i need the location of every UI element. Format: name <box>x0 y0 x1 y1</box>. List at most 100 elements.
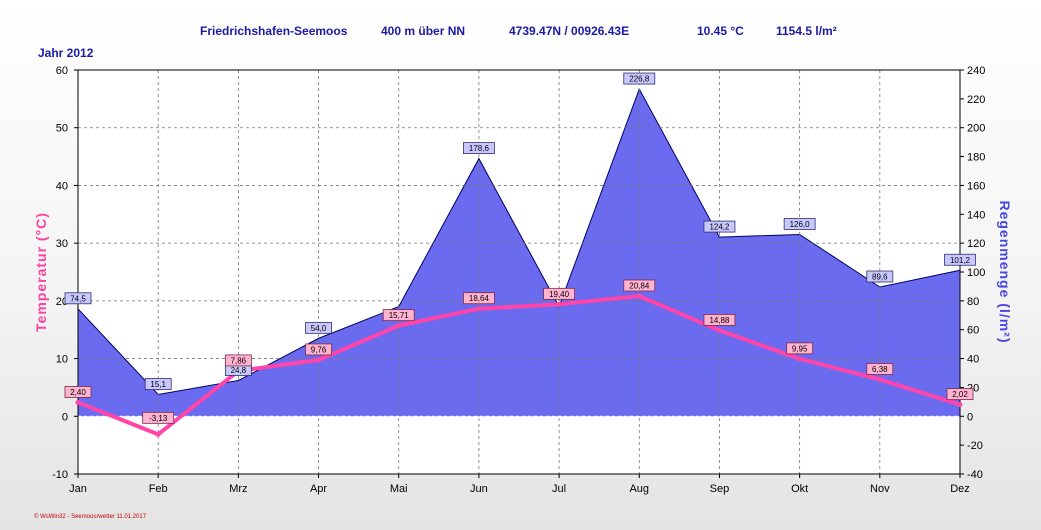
rain-data-label: 226,8 <box>629 75 650 84</box>
temperature-data-label: 15,71 <box>389 311 410 320</box>
rain-data-label: 89,6 <box>872 273 888 282</box>
temperature-data-label-box <box>305 343 332 356</box>
x-tick-label: Okt <box>791 483 808 495</box>
temperature-data-label: 19,40 <box>549 290 570 299</box>
temperature-data-label-box <box>786 342 814 355</box>
rain-data-label-box <box>64 292 92 305</box>
rain-data-label-box <box>703 220 736 233</box>
temperature-point <box>396 323 402 329</box>
rain-data-label-box <box>783 218 816 230</box>
temperature-data-label: 7,86 <box>231 356 247 365</box>
temperature-data-label: 14,88 <box>709 316 730 325</box>
y-right-tick-label: 40 <box>967 354 979 366</box>
station-coords: 4739.47N / 00926.43E <box>509 24 630 38</box>
rain-data-label: 15,1 <box>150 380 166 389</box>
station-altitude: 400 m über NN <box>381 24 466 38</box>
temperature-data-label-box <box>463 292 495 305</box>
temperature-point <box>476 306 482 312</box>
temperature-data-label-box <box>946 388 974 401</box>
temperature-data-label-box <box>142 411 175 424</box>
temperature-data-label: -3,13 <box>149 414 168 423</box>
y-left-tick-label: -10 <box>52 469 68 481</box>
rain-data-label: 126,0 <box>790 220 811 229</box>
x-tick-label: Jul <box>552 483 566 495</box>
footer-credit: © WsWin32 - Seemoosrwetter 11.01.2017 <box>34 514 147 520</box>
rain-data-label: 54,0 <box>311 324 327 333</box>
rain-area <box>78 89 960 417</box>
y-left-axis-title: Temperatur (°C) <box>33 212 49 332</box>
rain-data-label: 178,6 <box>469 144 490 153</box>
temperature-data-label: 2,40 <box>70 388 86 397</box>
y-left-tick-label: 60 <box>56 65 68 77</box>
temperature-point <box>797 356 803 362</box>
temperature-data-label: 9,76 <box>311 345 327 354</box>
temperature-point <box>155 431 161 437</box>
y-right-tick-label: 100 <box>967 267 985 279</box>
temperature-data-label-box <box>382 309 415 322</box>
year-label: Jahr 2012 <box>38 46 94 60</box>
rain-data-label-box <box>144 378 172 390</box>
x-tick-label: Jan <box>69 483 87 495</box>
y-right-tick-label: 80 <box>967 296 979 308</box>
rain-data-label-box <box>623 72 656 85</box>
chart-header: Friedrichshafen-Seemoos 400 m über NN 47… <box>0 24 1041 40</box>
x-tick-label: Mrz <box>229 483 247 495</box>
y-right-tick-label: 0 <box>967 411 973 423</box>
x-tick-label: Nov <box>870 483 890 495</box>
mean-temperature: 10.45 °C <box>697 24 744 38</box>
rain-data-label: 101,2 <box>950 256 971 265</box>
x-tick-label: Sep <box>710 483 730 495</box>
rain-data-label-box <box>944 253 976 266</box>
y-left-tick-label: 30 <box>56 238 68 250</box>
temperature-data-label-box <box>64 386 92 398</box>
temperature-point <box>75 399 81 405</box>
temperature-data-label-box <box>224 354 252 367</box>
x-tick-label: Apr <box>310 483 327 495</box>
temperature-point <box>877 376 883 382</box>
temperature-data-label: 6,38 <box>872 365 888 374</box>
y-left-tick-label: 40 <box>56 180 68 192</box>
y-right-tick-label: 220 <box>967 94 985 106</box>
temperature-data-label: 9,95 <box>792 344 808 353</box>
y-right-tick-label: 200 <box>967 123 985 135</box>
rain-data-label: 74,5 <box>70 294 86 303</box>
y-right-tick-label: 180 <box>967 152 985 164</box>
rain-data-label-box <box>305 321 332 334</box>
temperature-data-label: 2,02 <box>952 390 968 399</box>
rain-data-label-box <box>463 142 495 154</box>
y-right-tick-label: 160 <box>967 180 985 192</box>
y-right-axis-title: Regenmenge (l/m²) <box>997 200 1013 343</box>
temperature-point <box>316 357 322 363</box>
temperature-data-label-box <box>866 363 894 375</box>
station-name: Friedrichshafen-Seemoos <box>200 24 348 38</box>
temperature-data-label-box <box>623 279 656 292</box>
temperature-data-label: 20,84 <box>629 282 650 291</box>
temperature-data-label-box <box>543 287 575 300</box>
rain-data-label-box <box>866 270 894 283</box>
temperature-point <box>957 402 963 408</box>
y-right-tick-label: 60 <box>967 325 979 337</box>
temperature-data-label: 18,64 <box>469 294 490 303</box>
y-left-tick-label: 10 <box>56 354 68 366</box>
rain-data-label: 124,2 <box>709 223 730 232</box>
x-tick-label: Aug <box>629 483 649 495</box>
temperature-point <box>716 327 722 333</box>
temperature-data-label-box <box>703 314 736 326</box>
y-right-tick-label: 140 <box>967 209 985 221</box>
x-tick-label: Dez <box>950 483 970 495</box>
y-right-tick-label: 240 <box>967 65 985 77</box>
temperature-point <box>636 293 642 299</box>
x-tick-label: Feb <box>149 483 168 495</box>
y-right-tick-label: 120 <box>967 238 985 250</box>
y-left-tick-label: 50 <box>56 123 68 135</box>
y-left-tick-label: 0 <box>62 411 68 423</box>
y-right-tick-label: -40 <box>967 469 983 481</box>
rain-data-label: 24,8 <box>231 366 247 375</box>
temperature-point <box>556 301 562 307</box>
x-tick-label: Jun <box>470 483 488 495</box>
temperature-line <box>77 294 961 437</box>
y-right-tick-label: -20 <box>967 440 983 452</box>
total-rainfall: 1154.5 l/m² <box>776 24 837 38</box>
x-tick-label: Mai <box>390 483 408 495</box>
